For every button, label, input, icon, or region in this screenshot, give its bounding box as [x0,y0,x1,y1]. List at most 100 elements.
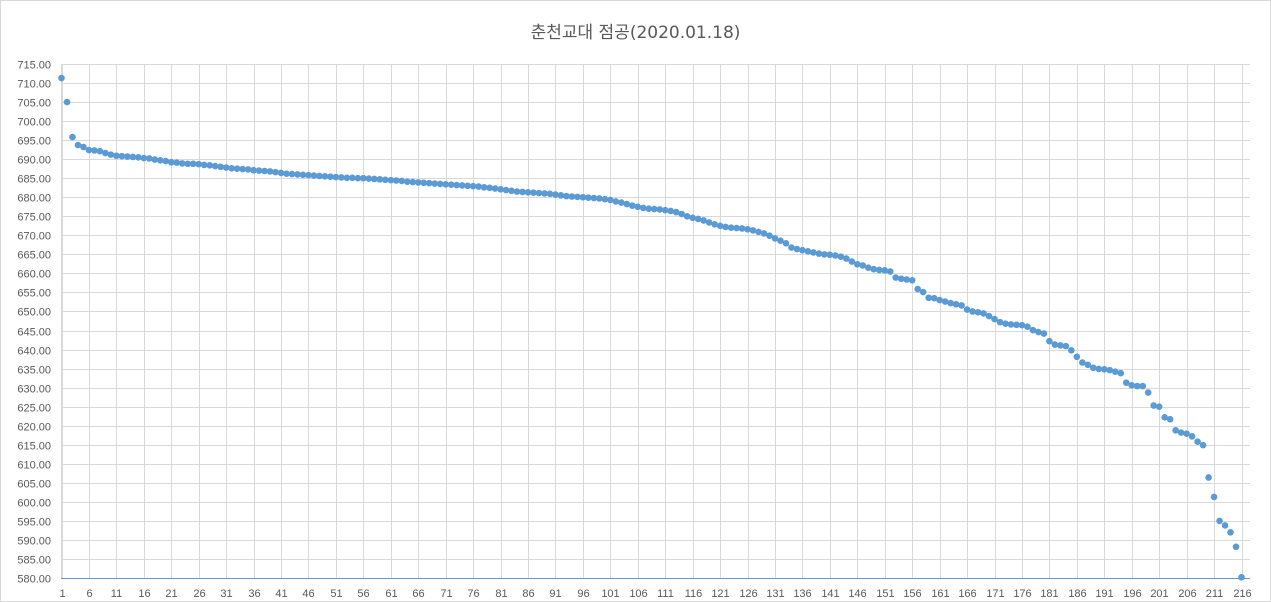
y-tick-label: 660.00 [17,269,51,281]
y-tick-label: 580.00 [17,574,51,586]
data-point [244,166,252,173]
data-point [826,251,834,259]
data-point [810,249,817,256]
data-point [607,196,614,204]
data-point [420,179,428,187]
y-tick-label: 595.00 [17,517,51,529]
x-axis [61,64,1250,579]
data-point [870,265,878,273]
data-point [151,156,159,163]
data-point [612,198,620,205]
data-point [162,157,170,165]
data-point [656,206,664,213]
data-point [552,191,559,198]
data-point [1013,321,1020,329]
data-point [1205,474,1212,481]
data-point [233,165,241,172]
data-point [628,202,636,209]
data-point [360,174,367,182]
x-tick-label: 186 [1068,588,1086,600]
data-point [843,255,850,262]
data-point [80,143,87,151]
y-tick-label: 715.00 [17,60,51,72]
data-point [1210,493,1218,501]
x-tick-label: 11 [111,588,122,600]
data-point [859,262,867,269]
x-tick-label: 161 [931,588,949,600]
data-point [936,296,943,304]
data-point [530,189,537,196]
data-point [1183,430,1190,438]
data-point [1024,323,1031,331]
data-point [661,206,669,214]
data-point [294,171,301,178]
data-point [623,200,631,208]
data-point [1238,573,1245,581]
data-point [788,244,795,251]
data-point [804,248,812,255]
gridlines [61,64,1250,578]
x-tick-label: 116 [685,588,703,600]
data-point [431,180,439,187]
data-point [645,205,653,212]
data-point [1035,328,1042,336]
data-point [881,267,889,274]
data-point [618,199,625,206]
x-tick-label: 41 [275,588,287,600]
data-point [91,147,98,154]
y-tick-label: 700.00 [17,117,51,129]
y-tick-label: 600.00 [17,498,51,510]
data-point [760,230,768,237]
data-point [892,274,900,281]
y-tick-label: 685.00 [17,174,51,186]
data-point [941,298,949,305]
data-point [590,194,598,202]
y-axis-tick-labels: 580.00 585.00 590.00 595.00 600.00 605.00 610.… [17,60,51,586]
data-point [1144,389,1152,396]
data-point [1155,403,1163,410]
data-point [1007,321,1015,328]
data-point [1161,414,1168,421]
data-point [1232,543,1240,551]
data-point [436,180,444,188]
x-tick-label: 106 [629,588,647,600]
data-point [371,175,378,183]
data-point [667,207,675,215]
data-point [952,300,960,308]
y-tick-label: 645.00 [17,327,51,339]
data-point [200,161,208,169]
data-point [327,173,334,180]
y-tick-label: 630.00 [17,384,51,396]
data-point [634,203,642,211]
data-point [184,160,192,168]
x-tick-label: 151 [876,588,894,600]
data-point [793,245,801,253]
x-tick-label: 91 [549,588,561,600]
x-tick-label: 131 [766,588,784,600]
data-point [1133,382,1141,390]
data-point [832,252,839,259]
x-tick-label: 121 [711,588,729,600]
data-point [848,258,856,265]
data-point [963,306,971,313]
x-tick-label: 31 [220,588,232,600]
data-point [222,164,230,171]
data-point [398,177,406,185]
data-point [491,185,499,192]
data-point [458,182,466,189]
data-point [135,153,142,161]
data-point [1100,366,1108,373]
data-point [854,260,861,268]
data-point [727,224,735,232]
data-point [1227,529,1234,536]
data-point [206,161,213,169]
y-tick-label: 610.00 [17,460,51,472]
data-point [837,253,845,260]
data-point [1199,441,1207,449]
data-point [1068,347,1075,354]
data-point [486,184,493,192]
data-point [535,189,543,197]
data-point [1090,364,1097,372]
y-tick-label: 695.00 [17,136,51,148]
